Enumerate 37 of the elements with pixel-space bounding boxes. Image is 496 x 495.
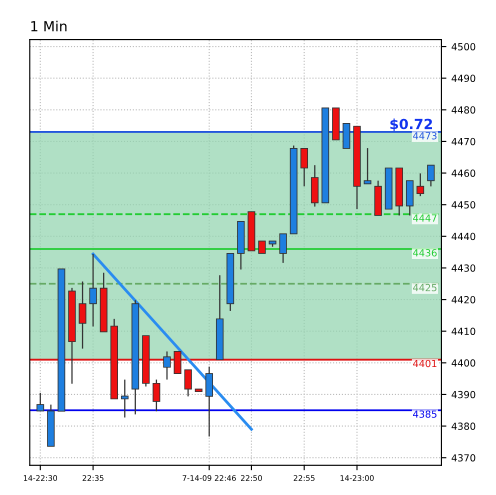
y-tick-label: 4470 bbox=[452, 138, 476, 146]
candlestick bbox=[120, 378, 129, 418]
ref-line-label: 4447 bbox=[413, 214, 436, 222]
y-tick-label: 4450 bbox=[452, 201, 476, 209]
y-tick-label: 4440 bbox=[452, 232, 476, 240]
candlestick bbox=[184, 369, 192, 397]
ref-line-label: 4385 bbox=[413, 410, 436, 418]
candlestick bbox=[78, 280, 86, 350]
candlestick bbox=[205, 366, 214, 438]
candlestick bbox=[300, 148, 308, 187]
ref-line-label: 4473 bbox=[413, 132, 437, 140]
candlestick bbox=[174, 351, 182, 374]
candlestick bbox=[258, 240, 266, 254]
y-tick-label: 4480 bbox=[452, 106, 476, 114]
ref-line-label: 4401 bbox=[413, 360, 436, 368]
candlestick bbox=[36, 392, 44, 412]
y-tick-label: 4430 bbox=[452, 264, 476, 272]
band-label: $0.72 bbox=[390, 118, 432, 132]
candlestick bbox=[416, 172, 424, 197]
y-tick-label: 4400 bbox=[452, 359, 476, 367]
y-tick-label: 4420 bbox=[452, 296, 476, 304]
y-tick-label: 4380 bbox=[452, 422, 476, 430]
y-tick-label: 4370 bbox=[452, 454, 476, 462]
y-tick-label: 4490 bbox=[452, 74, 476, 82]
candlestick bbox=[364, 147, 372, 184]
chart-title: 1 Min bbox=[31, 20, 66, 32]
candlestick bbox=[279, 233, 287, 264]
ref-line-label: 4436 bbox=[413, 249, 437, 256]
y-tick-label: 4390 bbox=[452, 390, 476, 398]
ref-line-label: 4425 bbox=[413, 284, 436, 292]
candlestick bbox=[89, 253, 97, 328]
candlestick bbox=[427, 164, 435, 187]
y-tick-label: 4500 bbox=[452, 43, 476, 50]
candlestick bbox=[163, 350, 171, 380]
candlestick bbox=[152, 378, 160, 412]
y-tick-label: 4460 bbox=[452, 170, 476, 177]
y-tick-label: 4410 bbox=[452, 328, 476, 336]
